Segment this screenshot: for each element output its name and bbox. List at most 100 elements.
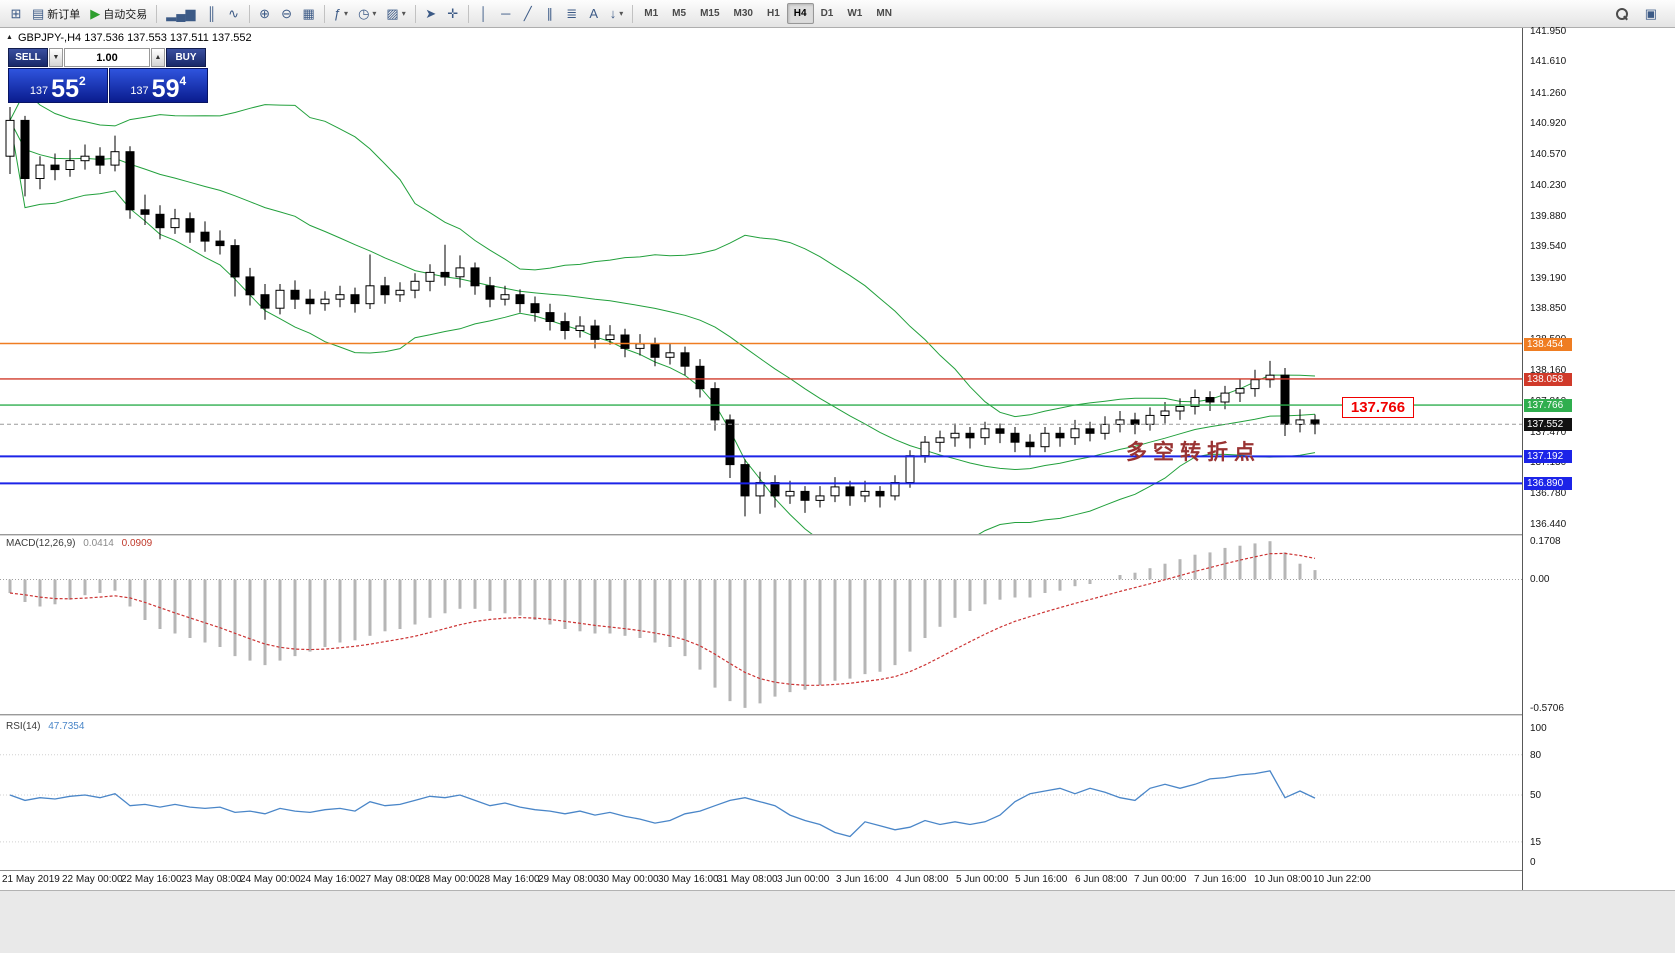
zoom-out-button[interactable]: ⊖ <box>276 3 298 25</box>
zoom-in-icon: ⊕ <box>259 5 270 21</box>
fibonacci-retracement-button[interactable]: ≣ <box>561 3 583 25</box>
timeframe-w1-button[interactable]: W1 <box>847 8 863 19</box>
time-axis-label: 3 Jun 16:00 <box>836 874 889 885</box>
dropdown-caret-icon: ▾ <box>344 9 349 18</box>
timeframe-h1-button[interactable]: H1 <box>766 8 780 19</box>
chart-bars-button[interactable]: ▂▄▆ <box>161 3 200 25</box>
rsi-svg[interactable] <box>0 718 1522 870</box>
periods-icon: ◷ <box>358 5 370 21</box>
candle-body <box>1235 388 1245 394</box>
vertical-line-button[interactable]: │ <box>473 3 495 25</box>
timeframe-m5-button[interactable]: M5 <box>672 8 687 19</box>
macd-svg[interactable] <box>0 536 1522 714</box>
symbol-expand-icon[interactable]: ▲ <box>6 34 13 41</box>
buy-button[interactable]: BUY <box>166 48 206 67</box>
candle-body <box>305 298 315 305</box>
level-price-tag: 136.890 <box>1524 477 1572 490</box>
sell-price-button[interactable]: 137 55 2 <box>8 68 108 103</box>
candle-body <box>1025 441 1035 448</box>
volume-input[interactable] <box>64 48 150 67</box>
candle-body <box>455 267 465 278</box>
candle-body <box>620 334 630 349</box>
trendline-button[interactable]: ╱ <box>517 3 539 25</box>
search-symbols-button[interactable] <box>1610 3 1634 25</box>
candle-body <box>200 231 210 242</box>
timeframe-m15-button[interactable]: M15 <box>700 8 720 19</box>
new-order-icon: ▤ <box>32 5 45 21</box>
candle-body <box>770 482 780 497</box>
price-axis-label: 141.260 <box>1530 88 1567 99</box>
candle-body <box>35 164 45 180</box>
candle-body <box>875 490 885 497</box>
toolbar-separator <box>156 4 158 23</box>
candle-body <box>425 271 435 282</box>
new-chart-button[interactable]: ⊞ <box>5 3 27 25</box>
candle-body <box>980 428 990 439</box>
timeframe-h4-button[interactable]: H4 <box>786 3 814 24</box>
periods-button[interactable]: ◷ ▾ <box>353 3 381 25</box>
chart-line-button[interactable]: ∿ <box>223 3 245 25</box>
text-label-button[interactable]: A <box>583 3 605 25</box>
crosshair-button[interactable]: ✛ <box>442 3 464 25</box>
rsi-panel-divider[interactable] <box>0 714 1675 716</box>
candle-body <box>470 267 480 287</box>
main-chart-svg[interactable] <box>0 28 1522 534</box>
chart-candlesticks-button[interactable]: ║ <box>201 3 223 25</box>
autotrading-button[interactable]: ▶ 自动交易 <box>85 3 152 25</box>
autotrading-icon: ▶ <box>90 5 101 21</box>
candle-body <box>320 298 330 305</box>
macd-name: MACD(12,26,9) <box>6 538 76 549</box>
templates-icon: ▨ <box>386 5 399 21</box>
bollinger-line <box>9 120 1316 534</box>
price-axis-label: 141.610 <box>1530 56 1567 67</box>
rsi-value: 47.7354 <box>48 721 85 732</box>
buy-price-button[interactable]: 137 59 4 <box>108 68 208 103</box>
candle-body <box>50 164 60 171</box>
candle-body <box>275 289 285 309</box>
time-axis-label: 30 May 00:00 <box>598 874 659 885</box>
cursor-button[interactable]: ➤ <box>420 3 442 25</box>
candle-body <box>230 245 240 278</box>
indicators-button[interactable]: ƒ ▾ <box>329 3 353 25</box>
price-axis-label: 140.230 <box>1530 180 1567 191</box>
macd-value-signal: 0.0909 <box>121 538 153 549</box>
chart-bars-icon: ▂▄▆ <box>166 5 196 21</box>
macd-panel-divider[interactable] <box>0 534 1675 536</box>
price-axis-label: 137.470 <box>1530 427 1567 438</box>
candle-body <box>155 213 165 229</box>
equidistant-channel-button[interactable]: ∥ <box>539 3 561 25</box>
macd-signal-line <box>9 552 1316 686</box>
rsi-name: RSI(14) <box>6 721 41 732</box>
timeframe-mn-button[interactable]: MN <box>876 8 892 19</box>
buy-price-sup: 4 <box>179 74 187 88</box>
price-axis-label: 140.920 <box>1530 118 1567 129</box>
tile-windows-button[interactable]: ▦ <box>298 3 320 25</box>
arrows-button[interactable]: ↓ ▾ <box>605 3 629 25</box>
toolbar-separator <box>323 4 325 23</box>
toolbar-separator <box>632 4 634 23</box>
horizontal-line-button[interactable]: ─ <box>495 3 517 25</box>
timeframe-d1-button[interactable]: D1 <box>820 8 834 19</box>
candle-body <box>1085 428 1095 434</box>
candle-body <box>1175 406 1185 412</box>
candle-body <box>650 343 660 358</box>
candle-body <box>335 294 345 300</box>
zoom-in-button[interactable]: ⊕ <box>254 3 276 25</box>
new-order-button[interactable]: ▤ 新订单 <box>27 3 85 25</box>
candle-body <box>290 289 300 300</box>
price-axis-label: 139.540 <box>1530 241 1567 252</box>
buy-price-prefix: 137 <box>130 85 149 97</box>
candle-body <box>755 482 765 497</box>
volume-increase-button[interactable]: ▲ <box>151 48 165 67</box>
text-label-icon: A <box>589 6 599 21</box>
candle-body <box>95 155 105 166</box>
timeframe-m1-button[interactable]: M1 <box>644 8 659 19</box>
sell-button[interactable]: SELL <box>8 48 48 67</box>
timeframe-m30-button[interactable]: M30 <box>733 8 753 19</box>
data-window-button[interactable]: ▣ <box>1640 3 1662 25</box>
templates-button[interactable]: ▨ ▾ <box>381 3 410 25</box>
time-axis-label: 5 Jun 00:00 <box>956 874 1009 885</box>
candle-body <box>500 294 510 300</box>
candle-body <box>785 490 795 497</box>
volume-decrease-button[interactable]: ▼ <box>49 48 63 67</box>
